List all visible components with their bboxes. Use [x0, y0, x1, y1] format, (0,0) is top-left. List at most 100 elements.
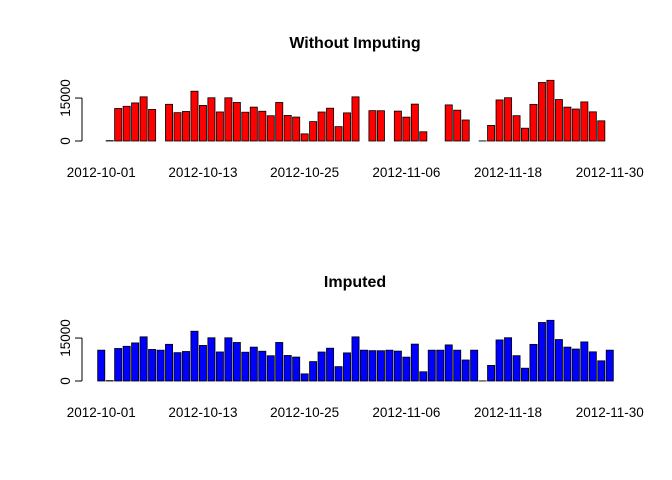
x-tick-label: 2012-10-13 [168, 405, 237, 420]
bar-2012-11-13 [461, 359, 470, 382]
bar-2012-11-23 [546, 319, 555, 382]
bar-2012-10-16 [224, 337, 233, 382]
bar-2012-10-22 [275, 102, 284, 142]
bar-2012-10-24 [292, 356, 301, 382]
bar-2012-11-19 [512, 355, 521, 382]
bar-2012-10-15 [215, 351, 224, 382]
bar-2012-11-10 [436, 349, 445, 382]
y-axis: 0 15000 [58, 79, 83, 145]
bar-2012-11-07 [410, 103, 419, 142]
bar-2012-10-21 [266, 115, 275, 142]
bar-2012-10-18 [241, 111, 250, 142]
bar-2012-11-25 [563, 346, 572, 382]
bar-2012-11-08 [419, 371, 428, 382]
y-tick-label: 0 [58, 377, 73, 385]
bar-2012-11-28 [588, 351, 597, 382]
bar-2012-10-06 [139, 96, 148, 142]
bar-2012-11-20 [521, 367, 529, 382]
bar-2012-11-12 [453, 109, 462, 142]
bar-2012-10-13 [198, 105, 207, 142]
bar-2012-10-26 [309, 361, 318, 382]
bar-2012-10-11 [182, 351, 190, 382]
bar-2012-10-03 [114, 348, 123, 382]
x-tick-label: 2012-11-18 [474, 405, 542, 420]
bar-2012-10-05 [131, 342, 140, 382]
bar-2012-11-14 [470, 349, 479, 382]
bar-2012-11-25 [563, 106, 572, 142]
x-tick-label: 2012-11-06 [372, 405, 440, 420]
bar-2012-11-11 [444, 344, 453, 382]
bar-2012-10-29 [334, 126, 343, 142]
bar-2012-10-14 [207, 337, 216, 382]
bar-2012-11-16 [487, 365, 496, 382]
bar-2012-10-14 [207, 97, 216, 142]
bar-2012-10-11 [182, 111, 190, 142]
bar-2012-10-21 [266, 355, 275, 382]
bar-2012-10-09 [165, 343, 173, 382]
bar-2012-10-12 [190, 90, 199, 142]
bar-2012-11-16 [487, 125, 496, 142]
bar-2012-10-19 [249, 346, 258, 382]
bar-2012-11-08 [419, 131, 428, 142]
bar-2012-10-04 [122, 105, 131, 142]
bar-2012-10-03 [114, 108, 123, 142]
bar-2012-11-01 [360, 349, 368, 382]
bar-2012-10-30 [343, 112, 351, 142]
bar-2012-11-13 [461, 119, 470, 142]
bar-2012-11-17 [495, 339, 504, 382]
bar-2012-11-30 [605, 349, 614, 382]
bar-2012-11-18 [504, 337, 513, 382]
bar-2012-10-28 [326, 347, 335, 382]
bar-2012-10-18 [241, 351, 250, 382]
bar-2012-11-17 [495, 99, 504, 142]
x-tick-label: 2012-11-30 [576, 405, 644, 420]
bar-2012-11-23 [546, 79, 555, 142]
bar-2012-10-17 [232, 102, 241, 142]
bar-2012-11-22 [538, 322, 546, 382]
bar-2012-11-11 [444, 104, 453, 142]
bar-2012-11-19 [512, 115, 521, 142]
bar-2012-10-26 [309, 121, 318, 142]
x-tick-label: 2012-10-13 [168, 165, 237, 180]
bar-2012-10-23 [283, 115, 292, 142]
x-tick-label: 2012-11-06 [372, 165, 440, 180]
bar-2012-11-21 [529, 343, 538, 382]
bar-2012-11-02 [368, 110, 377, 142]
bar-2012-10-28 [326, 107, 335, 142]
bar-2012-10-07 [148, 349, 157, 382]
bar-2012-11-09 [427, 349, 436, 382]
bar-2012-10-16 [224, 97, 233, 142]
bar-2012-11-04 [385, 349, 394, 382]
y-tick-label: 15000 [58, 79, 73, 117]
bar-2012-10-31 [351, 96, 360, 142]
y-axis: 0 15000 [58, 319, 83, 385]
bar-2012-10-09 [165, 103, 173, 142]
bar-2012-11-27 [580, 341, 589, 382]
x-axis-labels: 2012-10-01 2012-10-13 2012-10-25 2012-11-06… [67, 165, 644, 180]
bar-2012-11-06 [402, 116, 411, 142]
bar-2012-11-29 [597, 360, 606, 382]
bar-2012-10-23 [283, 355, 292, 382]
bar-2012-11-24 [554, 99, 563, 142]
bar-2012-10-31 [351, 336, 360, 382]
bar-2012-10-07 [148, 109, 157, 142]
bar-2012-11-03 [376, 350, 385, 382]
bar-2012-11-27 [580, 101, 589, 142]
bar-2012-10-17 [232, 342, 241, 382]
bar-2012-11-18 [504, 97, 513, 142]
bar-2012-11-20 [521, 127, 529, 142]
bar-2012-10-24 [292, 116, 301, 142]
bar-2012-11-26 [571, 348, 580, 382]
bar-2012-10-27 [317, 351, 326, 382]
bar-2012-10-25 [300, 133, 309, 142]
chart-title: Imputed [324, 274, 386, 291]
bar-2012-10-22 [275, 342, 284, 382]
bar-2012-11-24 [554, 339, 563, 382]
bar-2012-11-05 [393, 350, 402, 382]
bar-2012-10-01 [97, 349, 106, 382]
bar-2012-11-03 [376, 110, 385, 142]
bar-series [105, 79, 606, 142]
